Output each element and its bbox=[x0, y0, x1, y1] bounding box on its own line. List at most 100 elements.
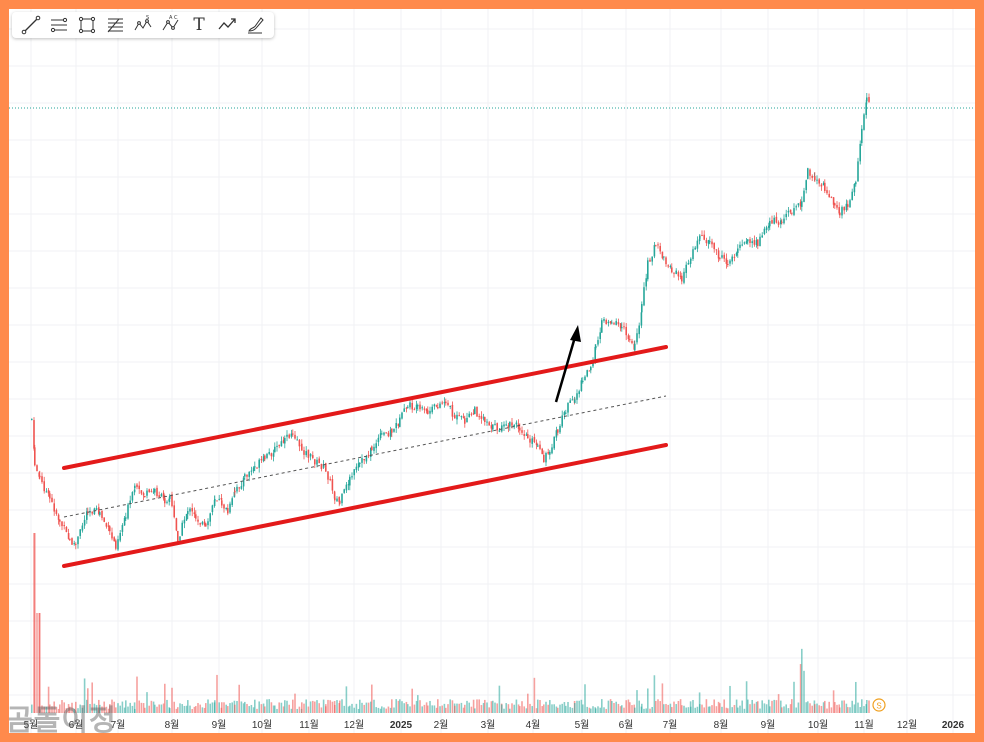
candle-body bbox=[296, 439, 298, 441]
x-axis-tick-label: 11월 bbox=[299, 719, 319, 731]
candle-body bbox=[580, 380, 583, 391]
volume-bar bbox=[379, 708, 382, 713]
candle-body bbox=[417, 405, 419, 407]
volume-bar bbox=[613, 702, 615, 713]
candle-body bbox=[638, 325, 640, 335]
volume-bar bbox=[505, 703, 507, 713]
volume-bar bbox=[681, 705, 683, 713]
candle-body bbox=[431, 406, 433, 413]
candle-body bbox=[865, 102, 867, 115]
candle-body bbox=[231, 498, 233, 505]
volume-bar bbox=[236, 700, 238, 713]
trendline-icon[interactable] bbox=[18, 13, 44, 37]
volume-bar bbox=[146, 692, 148, 713]
volume-bar bbox=[737, 707, 739, 713]
candle-body bbox=[117, 539, 119, 550]
candle-body bbox=[375, 443, 377, 449]
volume-bar bbox=[441, 705, 443, 713]
candle-body bbox=[101, 510, 103, 518]
volume-bar bbox=[824, 700, 826, 713]
candle-body bbox=[541, 448, 543, 454]
volume-bar bbox=[814, 704, 816, 713]
candle-body bbox=[755, 240, 758, 246]
volume-bar bbox=[617, 703, 620, 713]
candle-body bbox=[649, 259, 651, 262]
rectangle-icon[interactable] bbox=[74, 13, 100, 37]
price-chart[interactable]: S 5월 6월 7월 8월 9월 10월 11월 12월 2025 2월 3월 4월 5월 6월 7월 8월 9월… bbox=[9, 9, 975, 733]
volume-bar bbox=[519, 706, 521, 713]
candle-body bbox=[81, 525, 84, 531]
volume-bar bbox=[547, 704, 549, 713]
volume-bar bbox=[403, 703, 405, 713]
candle-body bbox=[148, 489, 150, 493]
fib-retracement-icon[interactable] bbox=[102, 13, 128, 37]
volume-bar bbox=[605, 708, 607, 713]
volume-bar bbox=[701, 704, 703, 713]
candle-body bbox=[769, 221, 771, 227]
candle-body bbox=[115, 540, 117, 549]
candle-body bbox=[49, 493, 51, 499]
volume-bar bbox=[515, 699, 518, 713]
candle-body bbox=[725, 258, 728, 264]
candle-body bbox=[567, 403, 569, 413]
volume-bar bbox=[834, 702, 836, 713]
candle-body bbox=[107, 525, 110, 527]
volume-bar bbox=[57, 708, 60, 713]
volume-bar bbox=[781, 707, 783, 713]
abcd-pattern-icon[interactable]: A C bbox=[158, 13, 184, 37]
candle-body bbox=[353, 469, 355, 476]
candle-body bbox=[75, 543, 77, 545]
candle-body bbox=[79, 529, 81, 536]
candle-body bbox=[252, 467, 255, 472]
candle-body bbox=[191, 508, 193, 512]
brush-icon[interactable] bbox=[242, 13, 268, 37]
volume-bar bbox=[615, 701, 617, 713]
candle-body bbox=[154, 489, 156, 493]
x-axis-tick-label: 12월 bbox=[897, 719, 917, 731]
candle-body bbox=[443, 402, 446, 404]
volume-bar bbox=[75, 701, 77, 713]
candle-body bbox=[586, 370, 588, 377]
candle-body bbox=[615, 321, 617, 325]
volume-bar bbox=[305, 699, 307, 713]
volume-bar bbox=[415, 700, 418, 713]
xabcd-pattern-icon[interactable]: S bbox=[130, 13, 156, 37]
candle-body bbox=[545, 453, 547, 463]
volume-bar bbox=[387, 706, 390, 713]
candle-body bbox=[765, 227, 768, 230]
candle-body bbox=[223, 504, 225, 509]
text-icon[interactable]: T bbox=[193, 15, 205, 35]
candle-body bbox=[55, 510, 58, 514]
volume-bar bbox=[439, 706, 441, 713]
volume-bar bbox=[87, 688, 89, 713]
candle-body bbox=[164, 498, 166, 504]
volume-bar bbox=[158, 704, 160, 713]
candle-body bbox=[482, 417, 485, 419]
volume-bar bbox=[140, 702, 143, 713]
volume-bar bbox=[494, 702, 496, 713]
candle-body bbox=[177, 530, 179, 542]
candle-body bbox=[623, 326, 625, 328]
candle-body bbox=[592, 361, 594, 367]
parallel-channel-icon[interactable] bbox=[46, 13, 72, 37]
volume-bar bbox=[292, 699, 294, 713]
candle-body bbox=[91, 511, 93, 514]
volume-bar bbox=[818, 705, 820, 713]
volume-bar bbox=[851, 700, 853, 713]
candle-body bbox=[152, 491, 155, 493]
volume-bar bbox=[743, 708, 746, 713]
candle-body bbox=[561, 415, 563, 427]
volume-bar bbox=[859, 706, 861, 713]
candle-body bbox=[836, 204, 838, 208]
candle-body bbox=[559, 425, 561, 433]
drawing-toolbar: S A C T bbox=[12, 12, 274, 38]
candle-body bbox=[511, 422, 513, 426]
volume-bar bbox=[260, 704, 263, 713]
candle-body bbox=[694, 247, 696, 250]
candle-body bbox=[847, 204, 849, 207]
candle-body bbox=[721, 255, 723, 258]
candle-body bbox=[158, 495, 160, 497]
path-icon[interactable] bbox=[214, 13, 240, 37]
candle-body bbox=[683, 271, 685, 283]
candle-body bbox=[617, 322, 620, 325]
